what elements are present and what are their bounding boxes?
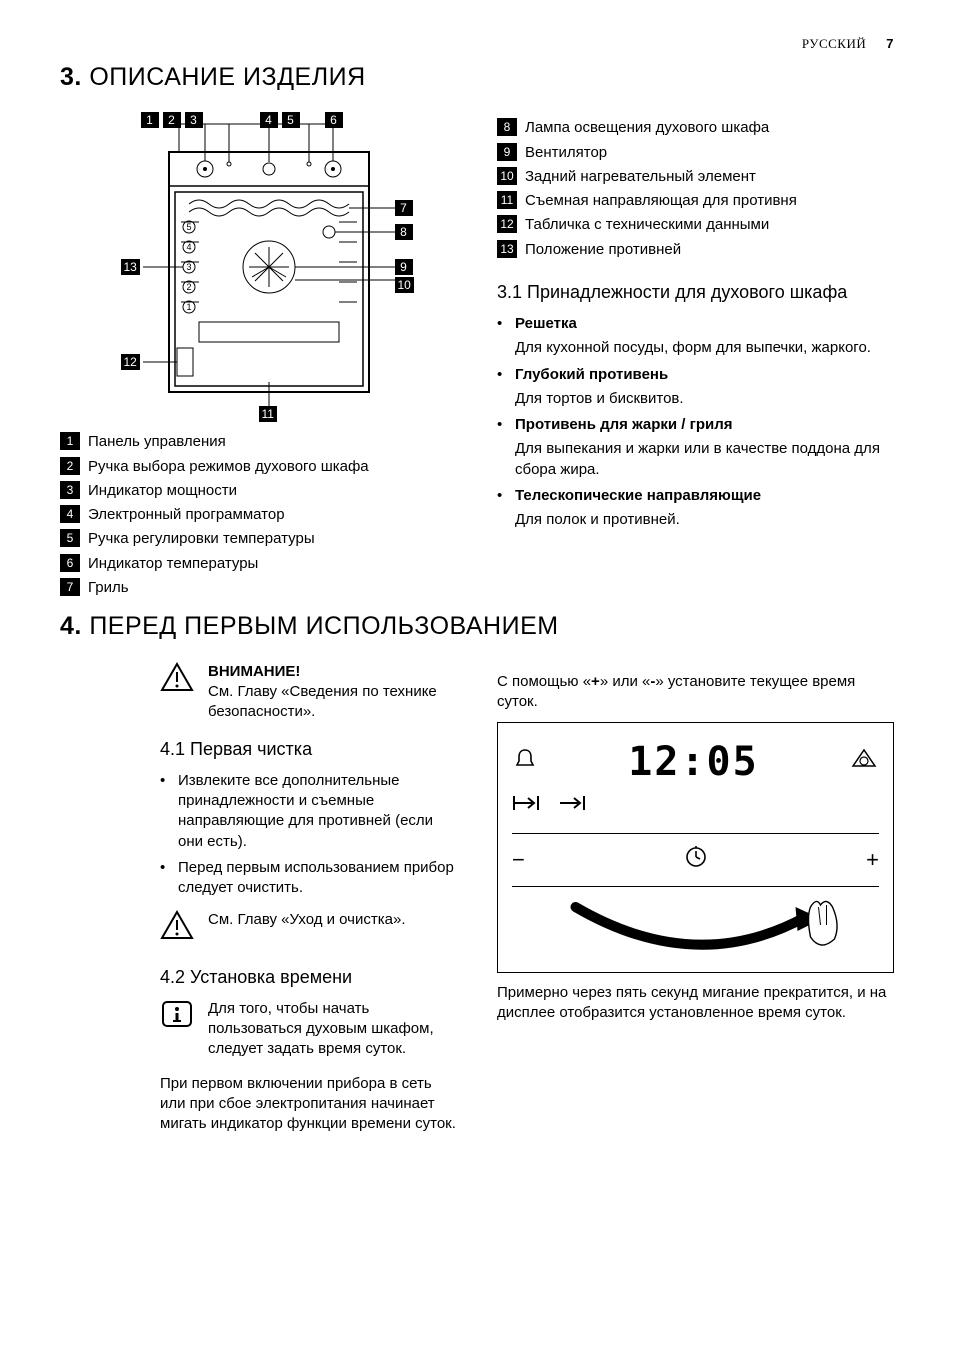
oven-svg: 5 4 3 2 1 xyxy=(109,112,409,412)
para-4-2-2: С помощью «+» или «-» установите текущее… xyxy=(497,672,894,713)
section-3-right-column: 8Лампа освещения духового шкафа 9Вентиля… xyxy=(497,112,894,602)
callout-13: 13 xyxy=(121,259,140,275)
section-4-title: 4. ПЕРЕД ПЕРВЫМ ИСПОЛЬЗОВАНИЕМ xyxy=(60,610,894,644)
clock-button[interactable] xyxy=(684,844,708,876)
auto-icon xyxy=(849,746,879,778)
info-icon xyxy=(160,999,194,1035)
clock-display-panel: 12:05 − + xyxy=(497,722,894,973)
callout-5: 5 xyxy=(282,112,300,128)
language-label: РУССКИЙ xyxy=(802,35,866,53)
callout-12: 12 xyxy=(121,354,140,370)
accessories-list: РешеткаДля кухонной посуды, форм для вып… xyxy=(497,314,894,530)
svg-text:2: 2 xyxy=(186,282,191,292)
svg-text:3: 3 xyxy=(186,262,191,272)
section-4-left-column: ВНИМАНИЕ! См. Главу «Сведения по технике… xyxy=(0,662,457,1145)
warning-title: ВНИМАНИЕ! xyxy=(208,662,457,682)
care-note: См. Главу «Уход и очистка». xyxy=(208,910,406,930)
callout-1: 1 xyxy=(141,112,159,128)
swipe-gesture-icon xyxy=(512,897,879,961)
callout-4: 4 xyxy=(260,112,278,128)
minus-button[interactable]: − xyxy=(512,845,525,875)
page-number: 7 xyxy=(886,35,894,53)
svg-text:1: 1 xyxy=(186,302,191,312)
callout-11: 11 xyxy=(259,406,277,422)
subsection-4-1-title: 4.1 Первая чистка xyxy=(160,737,457,761)
callout-9: 9 xyxy=(395,259,413,275)
warning-icon xyxy=(160,910,194,946)
oven-diagram: 5 4 3 2 1 xyxy=(109,112,409,422)
callout-2: 2 xyxy=(163,112,181,128)
plus-button[interactable]: + xyxy=(866,845,879,875)
callout-8: 8 xyxy=(395,224,413,240)
page-header: РУССКИЙ 7 xyxy=(60,35,894,53)
legend-left: 1Панель управления 2Ручка выбора режимов… xyxy=(60,432,457,598)
callout-3: 3 xyxy=(185,112,203,128)
warning-text: См. Главу «Сведения по технике безопасно… xyxy=(208,682,457,723)
info-text: Для того, чтобы начать пользоваться духо… xyxy=(208,999,457,1060)
section-3-title: 3. ОПИСАНИЕ ИЗДЕЛИЯ xyxy=(60,61,894,95)
section-3-left-column: 5 4 3 2 1 xyxy=(60,112,457,602)
subsection-3-1-title: 3.1 Принадлежности для духового шкафа xyxy=(497,280,894,304)
callout-7: 7 xyxy=(395,200,413,216)
clock-time: 12:05 xyxy=(628,735,758,789)
bell-icon xyxy=(512,746,538,778)
first-clean-list: Извлеките все дополнительные принадлеж­н… xyxy=(160,771,457,899)
duration-icon xyxy=(512,793,542,821)
callout-6: 6 xyxy=(325,112,343,128)
para-4-2-3: Примерно через пять секунд мигание прекр… xyxy=(497,983,894,1024)
para-4-2-1: При первом включении прибора в сеть или … xyxy=(160,1074,457,1135)
end-icon xyxy=(558,793,588,821)
subsection-4-2-title: 4.2 Установка времени xyxy=(160,965,457,989)
svg-text:5: 5 xyxy=(186,222,191,232)
section-4-right-column: С помощью «+» или «-» установите текущее… xyxy=(497,662,894,1145)
svg-text:4: 4 xyxy=(186,242,191,252)
warning-icon xyxy=(160,662,194,698)
callout-10: 10 xyxy=(395,277,414,293)
